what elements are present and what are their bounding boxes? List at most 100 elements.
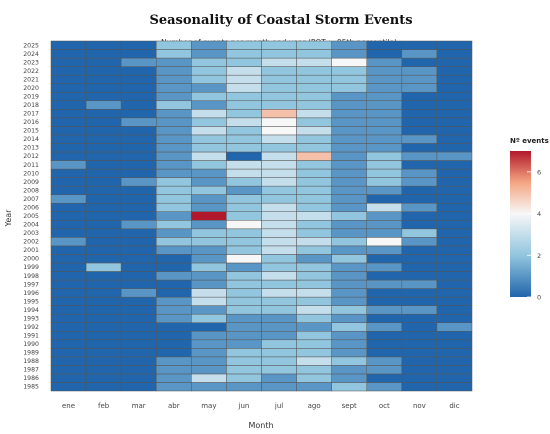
- heatmap-cell: [296, 100, 332, 110]
- heatmap-cell: [296, 339, 332, 349]
- heatmap-cell: [85, 339, 122, 349]
- heatmap-cell: [366, 356, 403, 366]
- heatmap-cell: [436, 279, 473, 289]
- heatmap-cell: [120, 40, 157, 50]
- heatmap-cell: [296, 211, 332, 221]
- y-axis-label: Year: [4, 209, 13, 228]
- heatmap-cell: [120, 177, 157, 187]
- heatmap-cell: [331, 160, 367, 170]
- heatmap-cell: [50, 109, 87, 119]
- heatmap-cells: [50, 40, 473, 392]
- heatmap-cell: [366, 348, 403, 358]
- heatmap-cell: [191, 143, 227, 153]
- heatmap-cell: [331, 356, 367, 366]
- heatmap-cell: [156, 126, 192, 136]
- heatmap-cell: [296, 194, 332, 204]
- heatmap-cell: [226, 117, 262, 127]
- heatmap-cell: [436, 177, 473, 187]
- heatmap-cell: [50, 211, 87, 221]
- heatmap-cell: [331, 49, 367, 59]
- heatmap-cell: [226, 279, 262, 289]
- heatmap-cell: [226, 339, 262, 349]
- heatmap-cell: [120, 262, 157, 272]
- heatmap-cell: [436, 168, 473, 178]
- heatmap-cell: [366, 185, 403, 195]
- heatmap-cell: [156, 202, 192, 212]
- heatmap-cell: [156, 305, 192, 315]
- heatmap-cell: [331, 117, 367, 127]
- heatmap-cell: [366, 245, 403, 255]
- heatmap-cell: [156, 322, 192, 332]
- heatmap-cell: [436, 202, 473, 212]
- heatmap-cell: [296, 288, 332, 298]
- heatmap-cell: [331, 83, 367, 93]
- heatmap-cell: [226, 313, 262, 323]
- heatmap-cell: [85, 91, 122, 102]
- heatmap-cell: [50, 185, 87, 195]
- heatmap-cell: [261, 117, 297, 127]
- heatmap-cell: [296, 74, 332, 84]
- heatmap-cell: [156, 66, 192, 76]
- heatmap-cell: [366, 143, 403, 153]
- heatmap-cell: [296, 279, 332, 289]
- colorbar-tick-label: 6: [537, 168, 541, 176]
- heatmap-cell: [436, 288, 473, 298]
- heatmap-cell: [366, 279, 403, 289]
- heatmap-cell: [331, 66, 367, 76]
- heatmap-cell: [366, 365, 403, 375]
- heatmap-cell: [401, 66, 438, 76]
- heatmap-cell: [226, 271, 262, 281]
- heatmap-cell: [366, 254, 403, 264]
- heatmap-cell: [261, 66, 297, 76]
- heatmap-cell: [50, 356, 87, 366]
- heatmap-cell: [50, 348, 87, 358]
- heatmap-cell: [261, 373, 297, 383]
- heatmap-cell: [331, 168, 367, 178]
- heatmap-cell: [191, 160, 227, 170]
- heatmap-cell: [50, 202, 87, 212]
- heatmap-cell: [331, 220, 367, 230]
- y-tick-label: 2023: [23, 59, 39, 66]
- heatmap-cell: [50, 143, 87, 153]
- heatmap-cell: [296, 202, 332, 212]
- heatmap-cell: [50, 313, 87, 323]
- x-tick-label: sept: [342, 402, 357, 410]
- heatmap-cell: [50, 49, 87, 59]
- heatmap-cell: [50, 322, 87, 332]
- y-tick-label: 2001: [23, 247, 39, 254]
- heatmap-cell: [85, 151, 122, 161]
- heatmap-cell: [191, 382, 227, 392]
- heatmap-cell: [191, 288, 227, 298]
- heatmap-cell: [436, 339, 473, 349]
- heatmap-cell: [366, 100, 403, 110]
- heatmap-cell: [226, 143, 262, 153]
- heatmap-cell: [296, 348, 332, 358]
- heatmap-cell: [226, 228, 262, 238]
- heatmap-cell: [296, 143, 332, 153]
- heatmap-cell: [85, 237, 122, 247]
- heatmap-cell: [50, 40, 87, 50]
- heatmap-cell: [50, 262, 87, 272]
- y-tick-label: 2018: [23, 102, 39, 109]
- heatmap-cell: [331, 126, 367, 136]
- heatmap-cell: [261, 228, 297, 238]
- y-tick-label: 1985: [23, 384, 39, 391]
- heatmap-cell: [120, 151, 157, 161]
- heatmap-cell: [85, 143, 122, 153]
- heatmap-cell: [436, 373, 473, 383]
- heatmap-cell: [156, 254, 192, 264]
- heatmap-cell: [436, 271, 473, 281]
- heatmap-cell: [85, 228, 122, 238]
- heatmap-cell: [85, 348, 122, 358]
- heatmap-cell: [436, 126, 473, 136]
- heatmap-cell: [261, 305, 297, 315]
- y-tick-label: 1987: [23, 367, 39, 374]
- heatmap-cell: [331, 57, 367, 67]
- heatmap-cell: [366, 177, 403, 187]
- heatmap-cell: [261, 91, 297, 102]
- y-tick-label: 2020: [23, 85, 39, 92]
- heatmap-cell: [85, 254, 122, 264]
- heatmap-cell: [366, 211, 403, 221]
- heatmap-cell: [401, 126, 438, 136]
- heatmap-cell: [191, 126, 227, 136]
